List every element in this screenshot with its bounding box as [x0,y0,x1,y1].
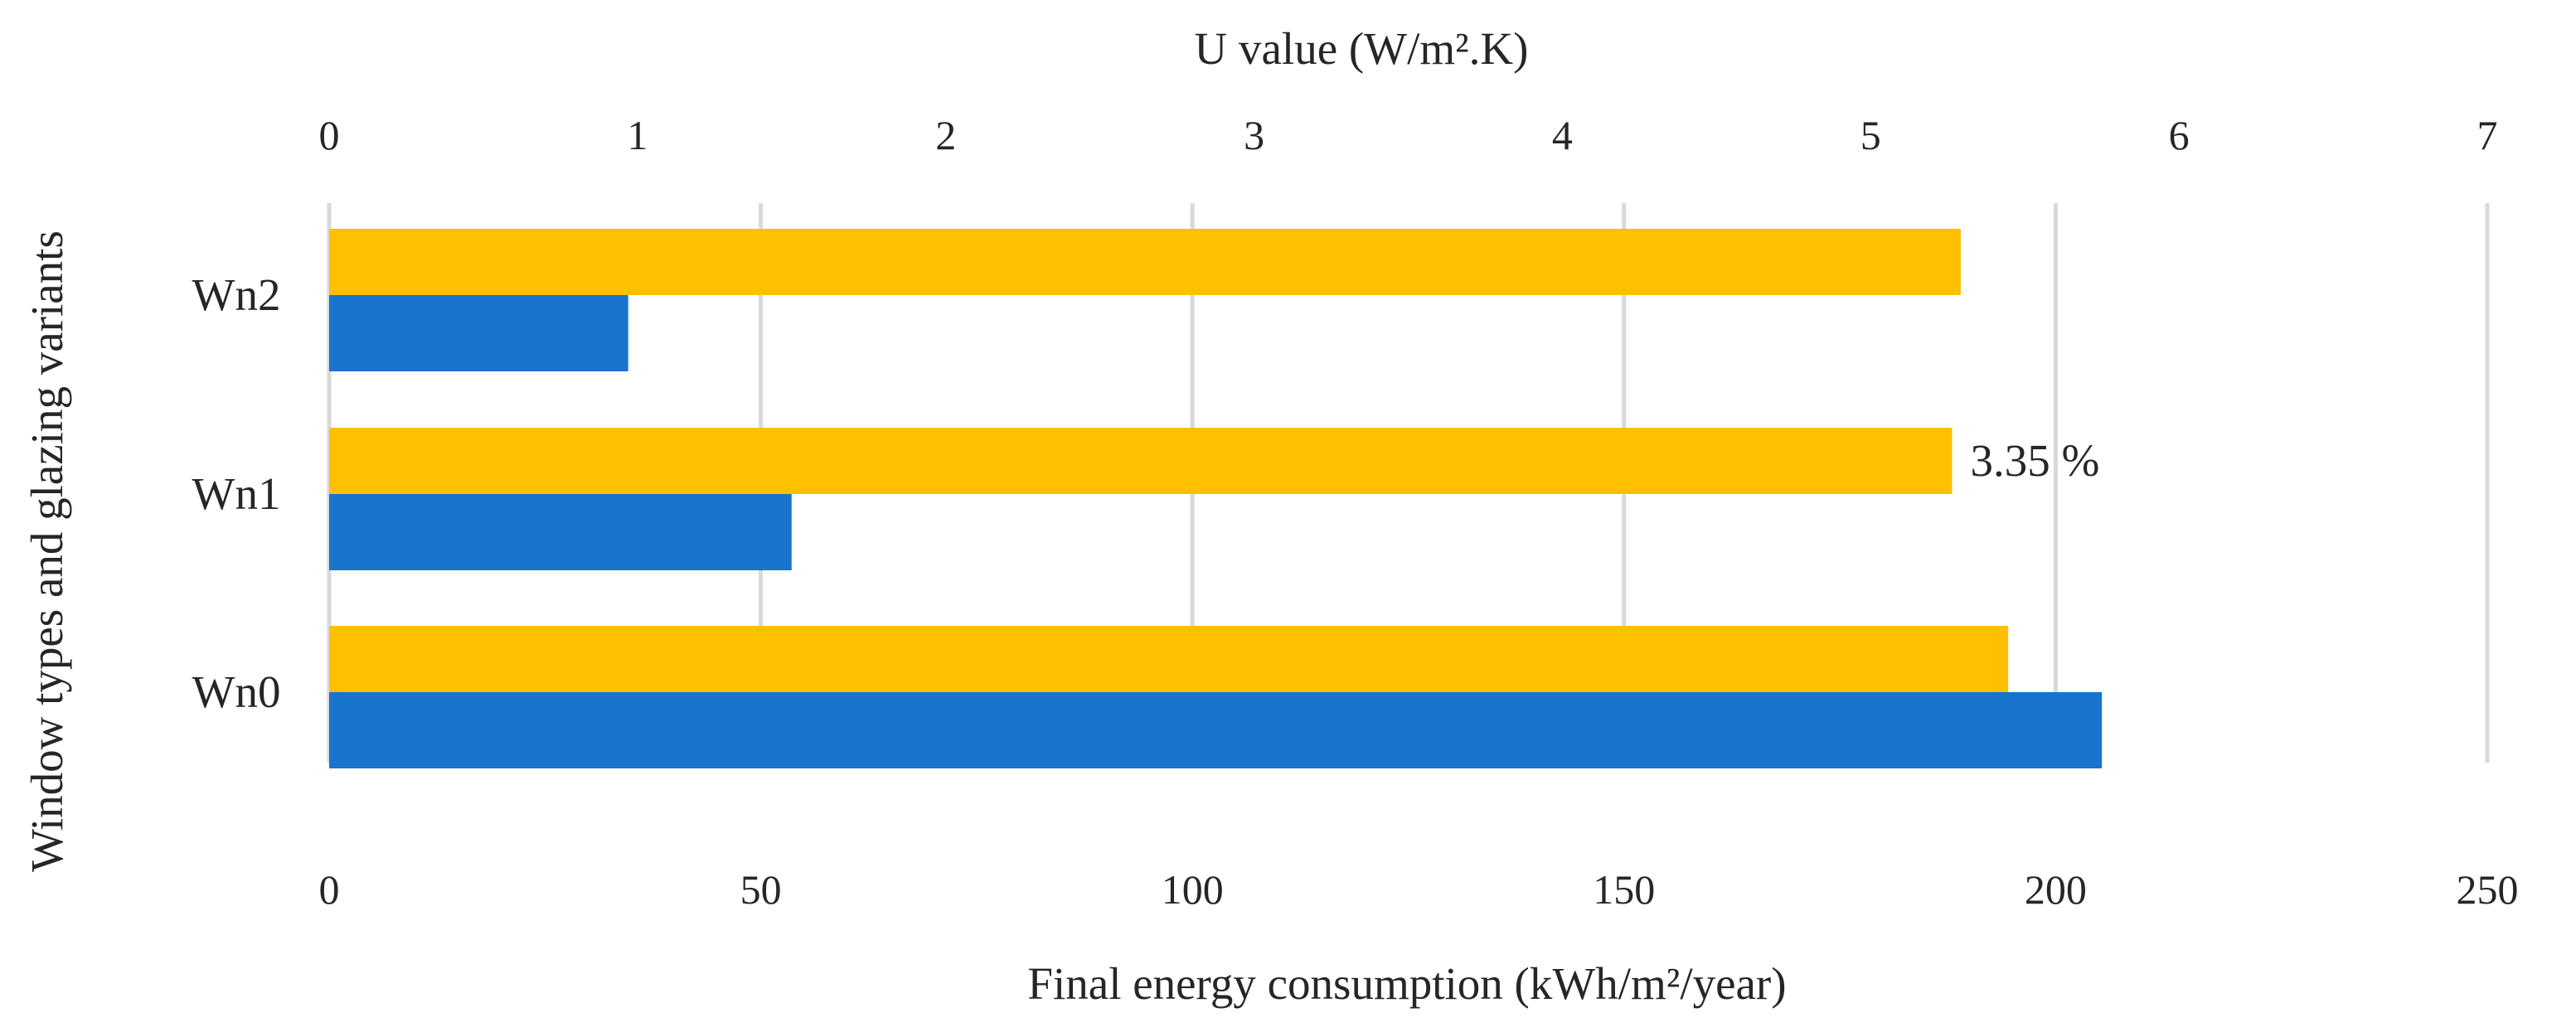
top-tick-label: 1 [627,112,648,158]
top-tick-label: 2 [935,112,956,158]
top-axis-title: U value (W/m².K) [1195,23,1529,74]
data-label-annotation: 3.35 % [1970,435,2099,486]
category-label: Wn1 [192,468,281,519]
bar-wn1-energy [329,428,1953,494]
top-tick-label: 4 [1552,112,1573,158]
bar-wn2-energy [329,229,1961,295]
bottom-tick-label: 0 [319,866,340,913]
bars [329,229,2103,768]
category-label: Wn2 [192,269,281,320]
bottom-tick-label: 50 [740,866,782,913]
top-tick-label: 3 [1244,112,1264,158]
y-axis-title: Window types and glazing variants [22,230,72,872]
top-tick-label: 0 [319,112,340,158]
category-label: Wn0 [192,666,281,717]
bar-wn0-u-value [329,692,2103,768]
bottom-tick-label: 150 [1593,866,1655,913]
bottom-tick-label: 250 [2457,866,2519,913]
bar-wn0-energy [329,626,2009,692]
top-tick-label: 5 [1860,112,1881,158]
labels: 0 50 100 150 200 250 0 1 2 3 4 5 6 7 U value (W/m².K) F… [22,23,2519,1009]
bar-wn1-u-value [329,494,792,570]
bottom-tick-label: 200 [2025,866,2087,913]
top-tick-label: 6 [2169,112,2190,158]
bottom-axis-title: Final energy consumption (kWh/m²/year) [1027,958,1786,1009]
top-tick-label: 7 [2477,112,2498,158]
bar-wn2-u-value [329,295,628,371]
bottom-tick-label: 100 [1162,866,1224,913]
